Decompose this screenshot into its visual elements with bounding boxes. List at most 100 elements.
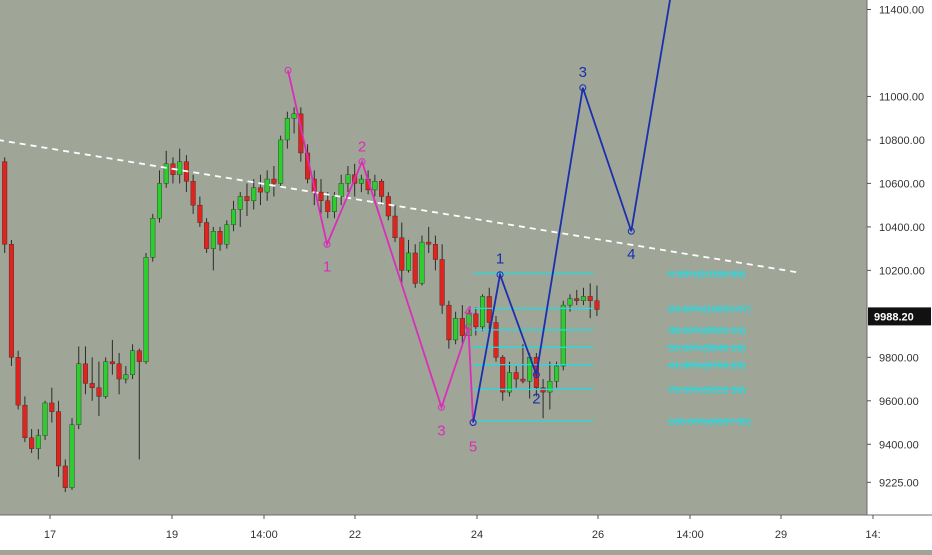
candle-body	[257, 187, 263, 193]
candle-body	[29, 437, 35, 449]
blue_wave-label: 2	[532, 391, 540, 408]
candle-body	[49, 402, 55, 412]
fib-level-label: 0.00%(10184.99)	[669, 270, 746, 281]
candle-body	[298, 113, 304, 154]
candle-body	[251, 187, 257, 201]
time-tick-label: 17	[44, 529, 56, 541]
blue_wave-pivot	[532, 371, 540, 379]
blue_wave-pivot	[579, 84, 587, 92]
candle-body	[453, 317, 459, 341]
candle-body	[331, 196, 337, 212]
fib-level-label: 50.00%(9846.19)	[669, 343, 746, 354]
candle-body	[15, 357, 21, 406]
time-tick-label: 19	[166, 529, 178, 541]
candle-body	[432, 244, 438, 260]
pink_wave-label: 1	[323, 258, 331, 275]
pink_wave-pivot	[358, 158, 366, 166]
candle-body	[22, 404, 28, 438]
pink_wave-pivot	[323, 240, 331, 248]
time-tick-label: 26	[592, 529, 604, 541]
price-tick-label: 10400.00	[879, 222, 925, 234]
candle-body	[42, 402, 48, 436]
dashed-trendline	[0, 139, 799, 274]
candle-body	[278, 139, 284, 184]
candle-body	[574, 298, 580, 301]
candle-body	[56, 411, 62, 467]
last-price-marker: 9988.20	[868, 307, 931, 326]
candle-body	[473, 313, 479, 328]
candle-body	[446, 304, 452, 341]
price-tick-label: 9225.00	[879, 477, 919, 489]
candle-body	[284, 117, 290, 141]
candle-body	[143, 257, 149, 362]
candle-body	[587, 296, 593, 301]
candle-body	[412, 252, 418, 284]
blue_wave-pivot	[469, 419, 477, 427]
price-tick-label: 9400.00	[879, 439, 919, 451]
candle-body	[325, 200, 331, 212]
candle-body	[486, 296, 492, 323]
candle-body	[103, 361, 109, 397]
last-price-tag	[868, 307, 931, 326]
candle-body	[560, 304, 566, 367]
candle-body	[177, 161, 183, 175]
candle-body	[69, 424, 75, 488]
fib-level-label: 61.80%(9766.23)	[669, 361, 746, 372]
blue_wave-label: 1	[496, 251, 504, 268]
candle-body	[231, 209, 237, 225]
candle-body	[459, 317, 465, 336]
candle-body	[338, 183, 344, 197]
trendline-layer	[0, 139, 799, 274]
pink_wave-pivot	[284, 66, 292, 74]
pink_wave-label: 5	[469, 439, 477, 456]
candle-body	[264, 178, 270, 193]
candle-body	[150, 217, 156, 258]
candle-body	[506, 372, 512, 393]
candle-body	[156, 183, 162, 219]
time-tick-label: 22	[349, 529, 361, 541]
candle-body	[116, 363, 122, 380]
candle-body	[89, 383, 95, 388]
candle-body	[204, 222, 210, 249]
candle-body	[500, 357, 506, 393]
fib-level-label: 23.60%(10025.07)	[669, 304, 751, 315]
candle-body	[392, 215, 398, 238]
candle-body	[439, 259, 445, 306]
candle-body	[426, 241, 432, 245]
candle-body	[480, 296, 486, 328]
candle-body	[345, 174, 351, 184]
candle-body	[163, 163, 169, 184]
pink-wave-path	[287, 70, 475, 423]
fib-level-label: 100.00%(9507.38)	[669, 417, 751, 428]
candle-body	[419, 241, 425, 284]
candle-body	[594, 300, 600, 310]
candle-body	[130, 350, 136, 375]
candle-body	[580, 296, 586, 301]
candle-body	[82, 363, 88, 384]
candle-body	[210, 231, 216, 249]
candle-body	[2, 161, 8, 245]
candle-body	[406, 252, 412, 271]
blue_wave-label: 3	[579, 64, 587, 81]
time-tick-label: 24	[471, 529, 483, 541]
time-tick-label: 14:	[865, 529, 880, 541]
candle-body	[8, 244, 14, 358]
candle-body	[109, 361, 115, 365]
elliott-waves-layer: 1 2 3 4 5 1 2 3 4	[284, 0, 671, 456]
price-axis-panel[interactable]	[867, 0, 932, 550]
price-tick-label: 10800.00	[879, 135, 925, 147]
price-tick-label: 11400.00	[879, 5, 924, 17]
price-tick-label: 10600.00	[879, 178, 925, 190]
blue-wave-path	[472, 0, 671, 423]
candle-body	[399, 237, 405, 271]
pink_wave-label: 2	[358, 139, 366, 156]
time-axis-panel[interactable]	[0, 515, 932, 550]
candle-body	[244, 196, 250, 201]
pink_wave-pivot	[464, 323, 472, 331]
candle-body	[217, 231, 223, 245]
candle-body	[385, 196, 391, 217]
candle-body	[62, 465, 68, 488]
